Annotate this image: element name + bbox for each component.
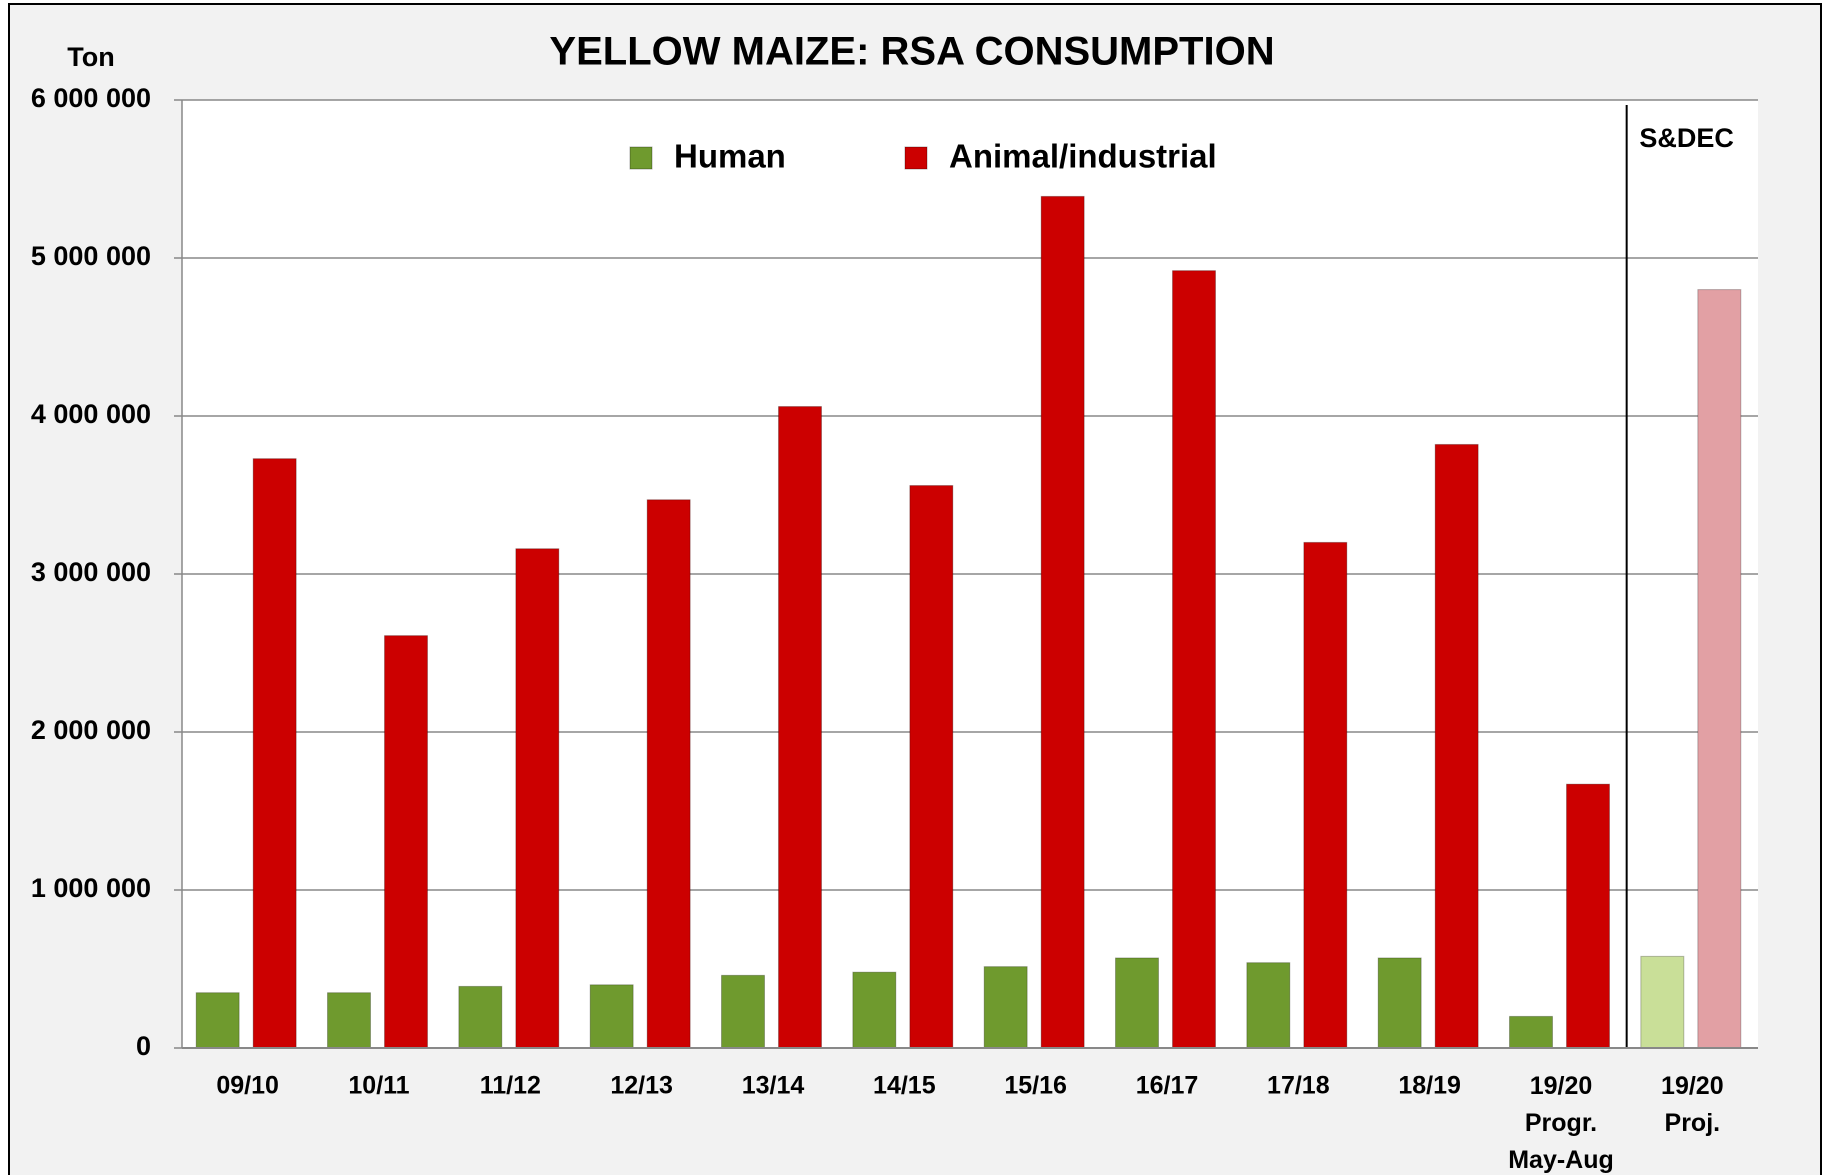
x-tick-label: 18/19 [1398, 1072, 1461, 1100]
y-tick-label: 3 000 000 [31, 557, 151, 587]
bar [1115, 957, 1159, 1049]
x-tick-label: 14/15 [873, 1072, 936, 1100]
bar [778, 406, 822, 1049]
bar [1566, 783, 1610, 1049]
x-tick-label: 17/18 [1267, 1072, 1330, 1100]
x-tick-label: 15/16 [1004, 1072, 1067, 1100]
bar [983, 966, 1028, 1049]
bar [1434, 443, 1479, 1049]
bar [1040, 195, 1085, 1049]
y-tick-label: 1 000 000 [31, 873, 151, 903]
annotation: S&DEC [1639, 123, 1734, 153]
y-axis-label: Ton [67, 42, 114, 72]
bar [384, 635, 428, 1049]
x-tick-label: 19/20 Proj. [1661, 1072, 1724, 1137]
bar [646, 499, 691, 1049]
x-tick-label: 13/14 [742, 1072, 805, 1100]
y-tick-label: 4 000 000 [31, 399, 151, 429]
bar [1303, 541, 1348, 1049]
y-tick-label: 6 000 000 [31, 83, 151, 113]
bar [195, 992, 240, 1049]
y-tick-label: 0 [136, 1031, 151, 1061]
bar [515, 548, 560, 1049]
bar [327, 992, 371, 1049]
x-tick-label: 12/13 [610, 1072, 673, 1100]
legend-swatch [629, 146, 653, 170]
bar [721, 974, 765, 1049]
x-tick-label: 09/10 [216, 1072, 279, 1100]
y-tick-label: 2 000 000 [31, 715, 151, 745]
bar [1377, 957, 1422, 1049]
bar [852, 971, 897, 1049]
legend-swatch [904, 146, 928, 170]
bar [1509, 1015, 1553, 1049]
x-tick-label: 11/12 [480, 1072, 541, 1100]
bar [1172, 270, 1216, 1049]
x-tick-label: 19/20 Progr. May-Aug [1508, 1072, 1614, 1174]
bar [1697, 289, 1742, 1049]
bar [1246, 962, 1291, 1049]
x-tick-label: 10/11 [348, 1072, 409, 1100]
y-tick-label: 5 000 000 [31, 241, 151, 271]
bar [589, 984, 634, 1049]
x-tick-label: 16/17 [1136, 1072, 1199, 1100]
bar [458, 985, 503, 1049]
bar [252, 458, 297, 1049]
bar [909, 485, 954, 1049]
legend-label: Human [674, 138, 786, 175]
bar [1640, 955, 1685, 1049]
chart-title: YELLOW MAIZE: RSA CONSUMPTION [549, 30, 1274, 74]
legend-label: Animal/industrial [949, 138, 1217, 175]
